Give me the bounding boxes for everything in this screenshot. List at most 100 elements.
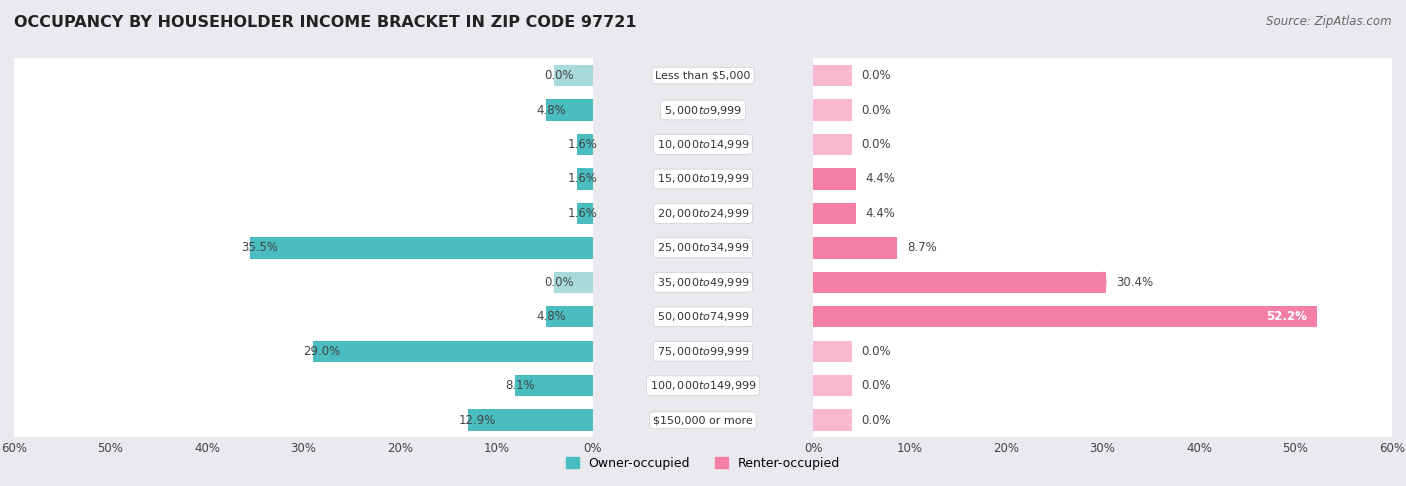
Text: $15,000 to $19,999: $15,000 to $19,999 [657,173,749,186]
Circle shape [314,341,319,362]
Circle shape [849,168,856,190]
Circle shape [891,237,897,259]
Text: 0.0%: 0.0% [862,104,891,117]
Bar [1313,306,1316,328]
Bar [813,272,1104,293]
Text: OCCUPANCY BY HOUSEHOLDER INCOME BRACKET IN ZIP CODE 97721: OCCUPANCY BY HOUSEHOLDER INCOME BRACKET … [14,15,637,30]
Text: 12.9%: 12.9% [458,414,496,427]
Bar [14,231,593,265]
Bar [581,203,593,224]
Bar [581,134,593,155]
Circle shape [547,99,553,121]
Bar [849,375,852,397]
Bar [550,306,593,328]
Bar [813,375,849,397]
Circle shape [846,65,852,86]
Bar [316,341,593,362]
Text: $35,000 to $49,999: $35,000 to $49,999 [657,276,749,289]
Bar [852,168,856,190]
Circle shape [846,341,852,362]
Bar [14,162,593,196]
Text: 0.0%: 0.0% [544,276,574,289]
Bar [250,237,253,259]
Text: 0.0%: 0.0% [544,69,574,82]
Text: 1.6%: 1.6% [568,138,598,151]
Bar [14,403,593,437]
Bar [849,99,852,121]
Text: $100,000 to $149,999: $100,000 to $149,999 [650,379,756,392]
Bar [14,58,593,93]
Bar [813,162,1392,196]
Bar [849,134,852,155]
Bar [547,99,550,121]
Circle shape [1310,306,1316,328]
Bar [813,410,849,431]
Text: 4.8%: 4.8% [537,104,567,117]
Circle shape [846,134,852,155]
Text: 0.0%: 0.0% [862,414,891,427]
Text: 0.0%: 0.0% [862,379,891,392]
Bar [813,403,1392,437]
Bar [813,168,852,190]
Text: 0.0%: 0.0% [862,138,891,151]
Circle shape [468,410,474,431]
Text: 8.1%: 8.1% [505,379,534,392]
Bar [14,334,593,368]
Circle shape [849,203,856,224]
Text: 4.4%: 4.4% [865,207,896,220]
Text: Less than $5,000: Less than $5,000 [655,70,751,81]
Circle shape [578,134,583,155]
Bar [813,231,1392,265]
Circle shape [250,237,256,259]
Bar [813,265,1392,299]
Bar [14,93,593,127]
Text: 4.4%: 4.4% [865,173,896,186]
Bar [813,93,1392,127]
Bar [852,203,856,224]
Bar [471,410,593,431]
Bar [14,196,593,231]
Bar [550,99,593,121]
Bar [849,341,852,362]
Text: 1.6%: 1.6% [568,207,598,220]
Text: 35.5%: 35.5% [240,242,278,254]
Bar [547,306,550,328]
Bar [813,203,852,224]
Circle shape [846,410,852,431]
Bar [813,65,849,86]
Bar [813,237,894,259]
Circle shape [554,272,560,293]
Bar [813,196,1392,231]
Circle shape [1101,272,1107,293]
Bar [849,410,852,431]
Bar [14,299,593,334]
Bar [813,127,1392,162]
Bar [253,237,593,259]
Circle shape [578,168,583,190]
Circle shape [578,203,583,224]
Text: 52.2%: 52.2% [1267,310,1308,323]
Text: 1.6%: 1.6% [568,173,598,186]
Text: $5,000 to $9,999: $5,000 to $9,999 [664,104,742,117]
Bar [14,127,593,162]
Bar [14,368,593,403]
Legend: Owner-occupied, Renter-occupied: Owner-occupied, Renter-occupied [561,452,845,475]
Circle shape [547,306,553,328]
Text: 8.7%: 8.7% [907,242,936,254]
Text: 4.8%: 4.8% [537,310,567,323]
Bar [557,65,593,86]
Bar [1104,272,1107,293]
Bar [515,375,517,397]
Text: 0.0%: 0.0% [862,345,891,358]
Text: 0.0%: 0.0% [862,69,891,82]
Bar [813,58,1392,93]
Circle shape [846,375,852,397]
Bar [813,368,1392,403]
Bar [813,134,849,155]
Text: $50,000 to $74,999: $50,000 to $74,999 [657,310,749,323]
Bar [581,168,593,190]
Bar [14,265,593,299]
Text: $20,000 to $24,999: $20,000 to $24,999 [657,207,749,220]
Bar [554,65,557,86]
Bar [517,375,593,397]
